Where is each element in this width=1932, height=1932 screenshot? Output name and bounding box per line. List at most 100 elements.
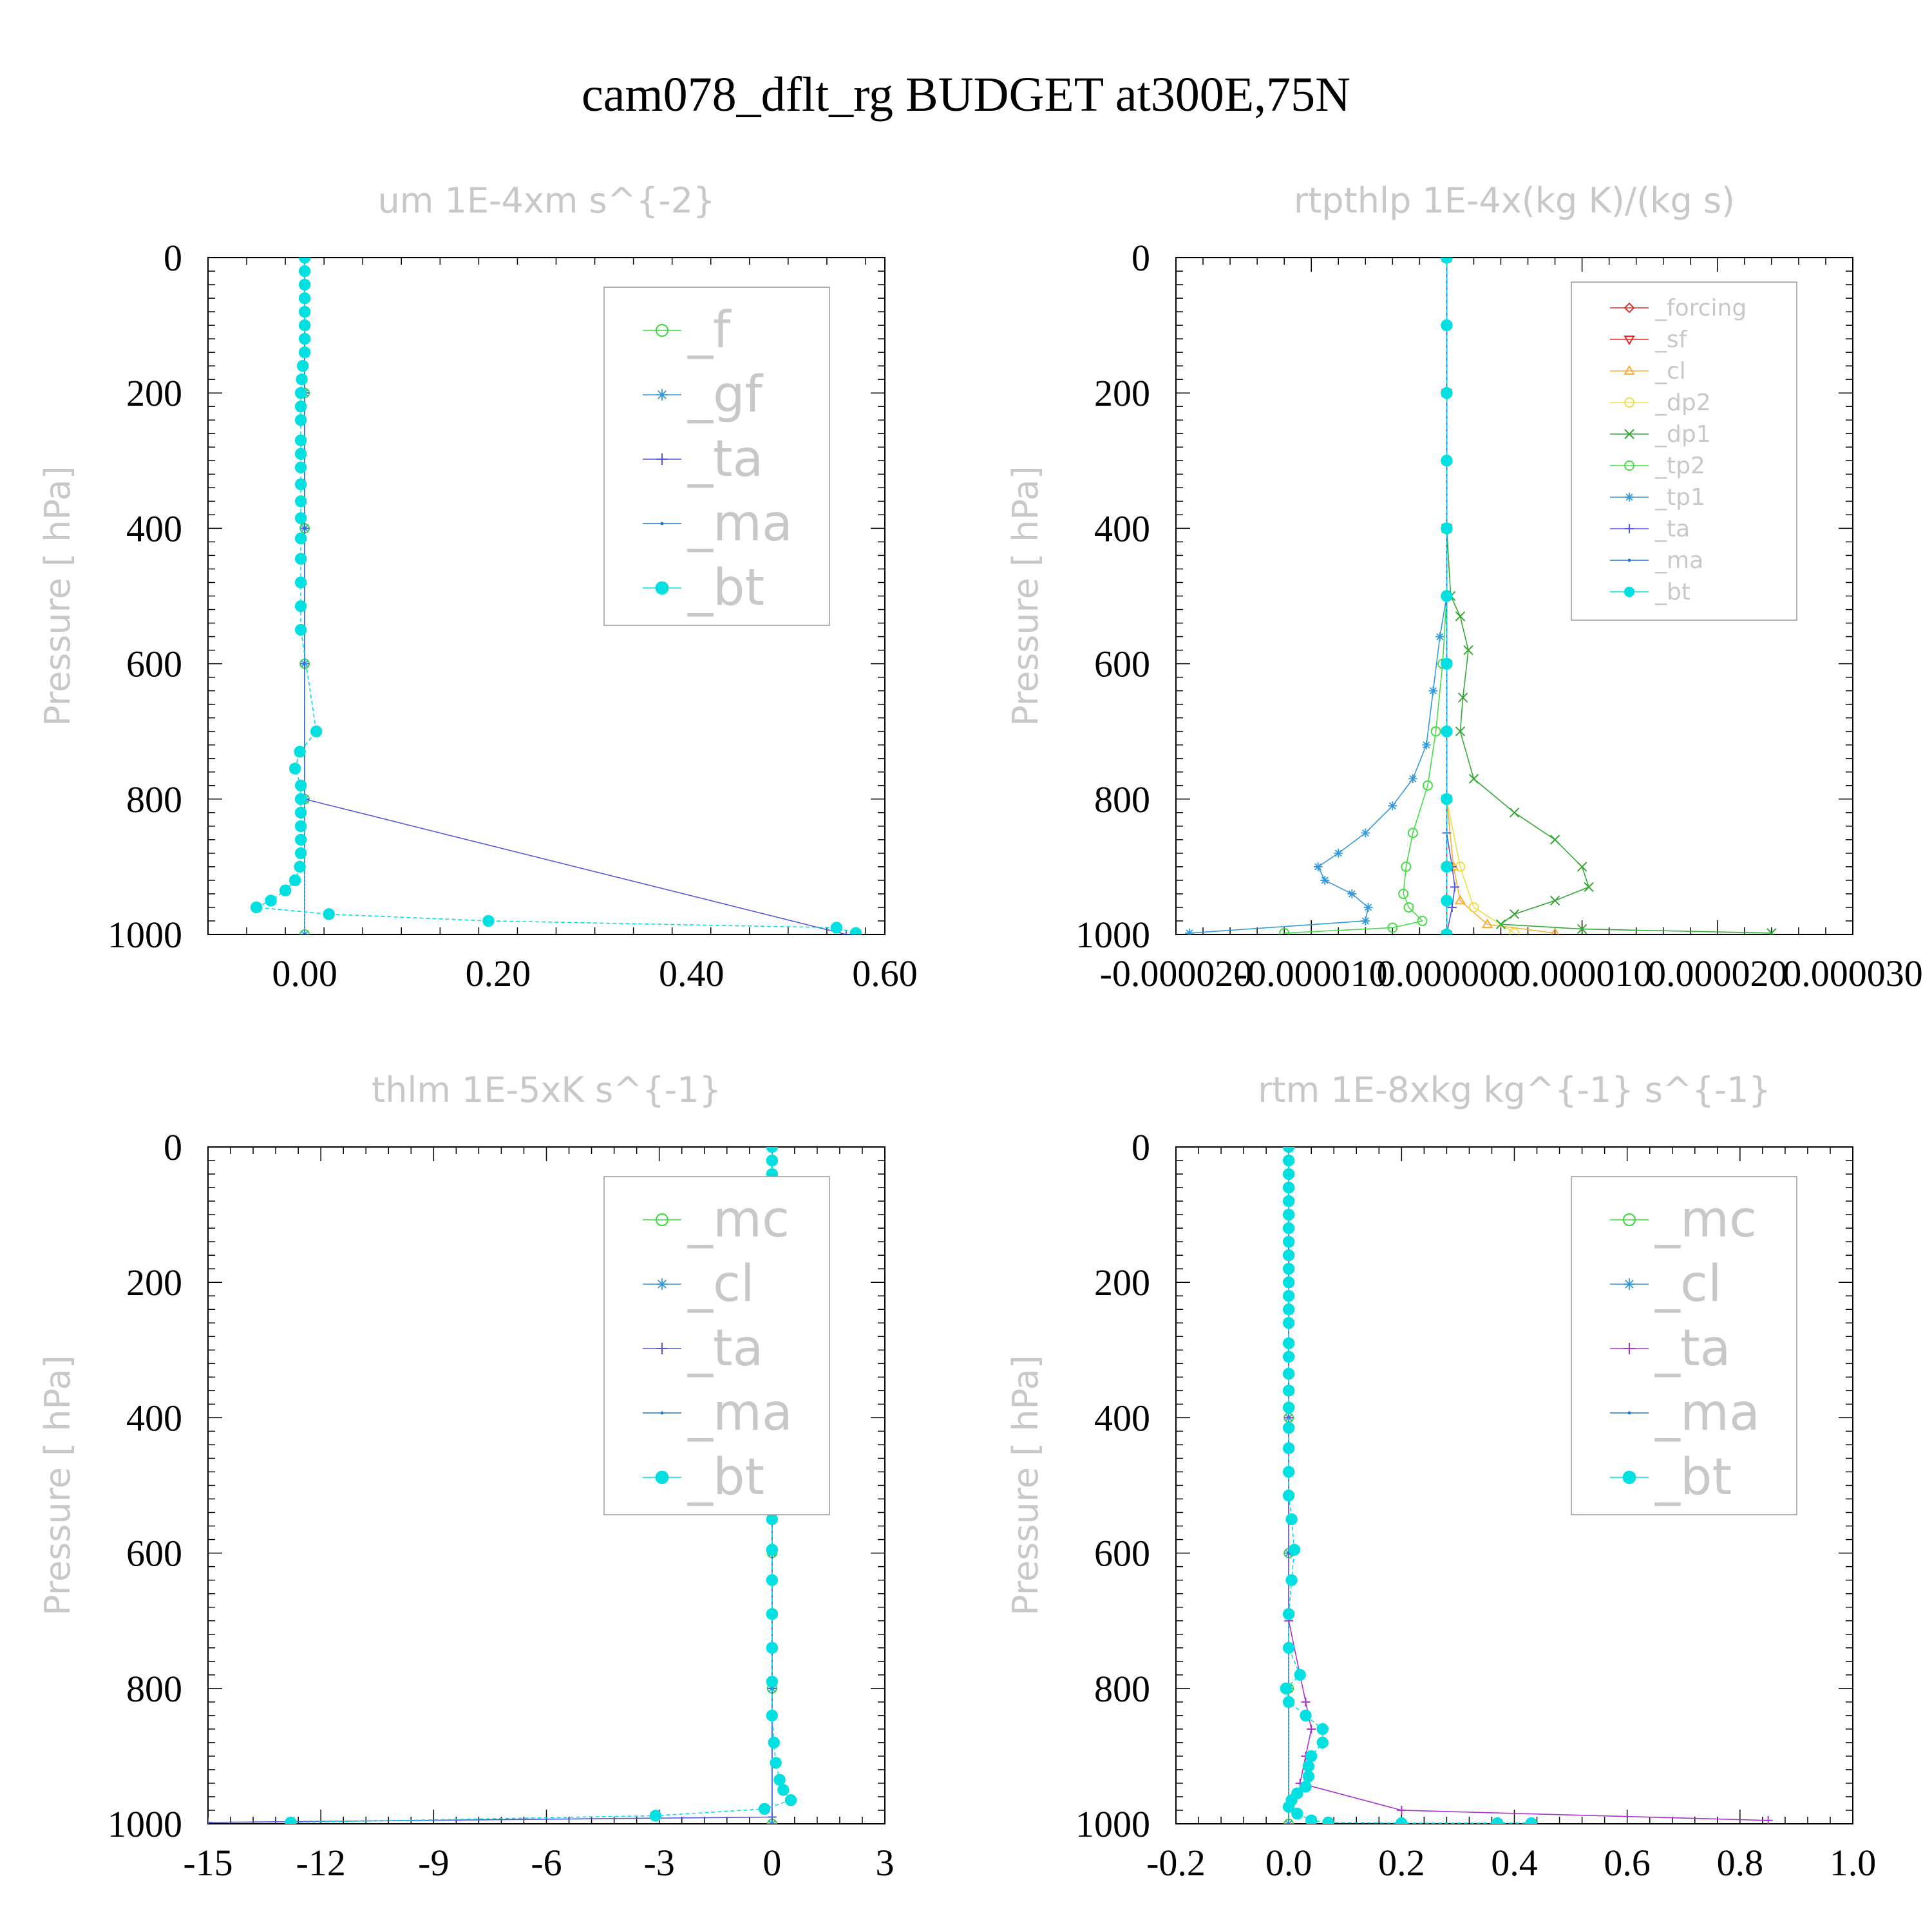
data-point [1417, 915, 1428, 926]
data-point [294, 401, 307, 413]
legend-label: _ma [1654, 1384, 1760, 1442]
data-point [294, 553, 307, 565]
legend-marker [1624, 1278, 1635, 1290]
legend-label: _dp2 [1654, 390, 1711, 416]
data-point [1282, 1147, 1295, 1153]
data-point [1455, 726, 1466, 737]
data-point [1551, 927, 1560, 934]
series-cl [1441, 258, 1560, 934]
data-point [1185, 928, 1195, 934]
data-point [294, 833, 307, 846]
chart-panel-4: rtm 1E-8xkg kg^{-1} s^{-1} Pressure [ hPa… [1005, 1070, 1876, 1884]
x-tick-label: 0.000030 [1783, 952, 1923, 994]
series-line [1285, 1147, 1531, 1824]
chart-panel-2: rtpthlp 1E-4x(kg K)/(kg s) Pressure [ hPa… [1005, 180, 1923, 994]
data-point [323, 908, 335, 920]
data-point [294, 576, 307, 589]
legend-box [603, 1176, 830, 1515]
data-point [1282, 1181, 1295, 1194]
data-point [1282, 1262, 1295, 1275]
data-point [1282, 1367, 1295, 1380]
data-point [1282, 1235, 1295, 1248]
data-point [1495, 919, 1506, 929]
data-point [298, 332, 311, 345]
legend-label: _ma [687, 1384, 793, 1442]
series-line [1446, 258, 1515, 934]
legend: _mc _cl _ta _ma _bt [603, 1176, 830, 1515]
data-point [1468, 902, 1479, 913]
series-layer [1280, 1147, 1773, 1824]
data-point [1363, 902, 1373, 912]
data-point [758, 1803, 771, 1815]
legend-label: _f [687, 301, 732, 359]
x-tick-label: -0.000010 [1235, 952, 1388, 994]
y-tick-label: 1000 [1075, 914, 1150, 956]
y-axis-label: Pressure [ hPa] [1005, 466, 1046, 726]
legend-label: _mc [1654, 1191, 1757, 1249]
data-point [1441, 725, 1453, 737]
data-point [1285, 1574, 1298, 1586]
panels: um 1E-4xm s^{-2} Pressure [ hPa] 0 200 400 60… [37, 180, 1923, 1884]
data-point [1398, 888, 1409, 899]
y-tick-label: 600 [126, 1533, 182, 1575]
data-point [1322, 1816, 1334, 1824]
data-point [766, 1642, 779, 1654]
x-tick-label: 0 [762, 1842, 781, 1884]
legend-marker [656, 324, 668, 337]
legend-label: _dp1 [1654, 421, 1711, 448]
x-tick-label: -0.2 [1146, 1842, 1206, 1884]
data-point [1441, 860, 1453, 873]
data-point [1282, 1303, 1295, 1316]
legend-box [1571, 1176, 1797, 1515]
data-point [1282, 1350, 1295, 1363]
data-point [1282, 1337, 1295, 1349]
data-point [1316, 1723, 1329, 1736]
legend-label: _forcing [1654, 295, 1747, 321]
chart-title: rtpthlp 1E-4x(kg K)/(kg s) [1294, 180, 1735, 221]
y-tick-label: 600 [1094, 643, 1150, 685]
x-tick-label: 3 [876, 1842, 895, 1884]
legend-marker [656, 1278, 668, 1290]
legend-label: _ta [687, 1320, 763, 1378]
x-tick-label: 0.4 [1491, 1842, 1538, 1884]
data-point [296, 359, 309, 372]
data-point [298, 319, 311, 332]
data-point [294, 746, 306, 758]
data-point [1492, 1817, 1504, 1824]
data-point [849, 927, 862, 934]
data-point [777, 1784, 790, 1796]
x-tick-label: 0.2 [1378, 1842, 1425, 1884]
legend-label: _bt [687, 1448, 764, 1506]
data-point [294, 623, 307, 636]
data-point [310, 725, 323, 737]
data-point [1441, 319, 1453, 332]
data-point [1334, 848, 1343, 858]
legend-label: _gf [687, 366, 764, 424]
data-point [770, 1822, 774, 1824]
data-point [294, 806, 307, 819]
data-point [1316, 1736, 1329, 1749]
data-point [298, 258, 311, 264]
data-point [1282, 1490, 1295, 1502]
data-point [1291, 1808, 1303, 1820]
data-point [1763, 1815, 1773, 1824]
data-point [1282, 1401, 1295, 1414]
y-tick-label: 400 [1094, 507, 1150, 549]
data-point [1549, 895, 1560, 906]
data-point [1509, 808, 1520, 818]
legend-label: _cl [1654, 358, 1686, 384]
data-point [766, 1676, 779, 1688]
data-point [1455, 611, 1466, 621]
data-point [766, 1607, 779, 1620]
data-point [1305, 1814, 1318, 1824]
legend-marker [1625, 524, 1634, 533]
y-tick-label: 0 [164, 237, 182, 279]
data-point [1282, 1222, 1295, 1235]
data-point [649, 1810, 662, 1822]
legend-marker [1622, 1470, 1636, 1484]
legend-label: _ta [1654, 1320, 1730, 1378]
data-point [294, 387, 307, 399]
series-dp2 [1441, 258, 1520, 934]
x-tick-label: -3 [644, 1842, 675, 1884]
data-point [303, 933, 307, 934]
